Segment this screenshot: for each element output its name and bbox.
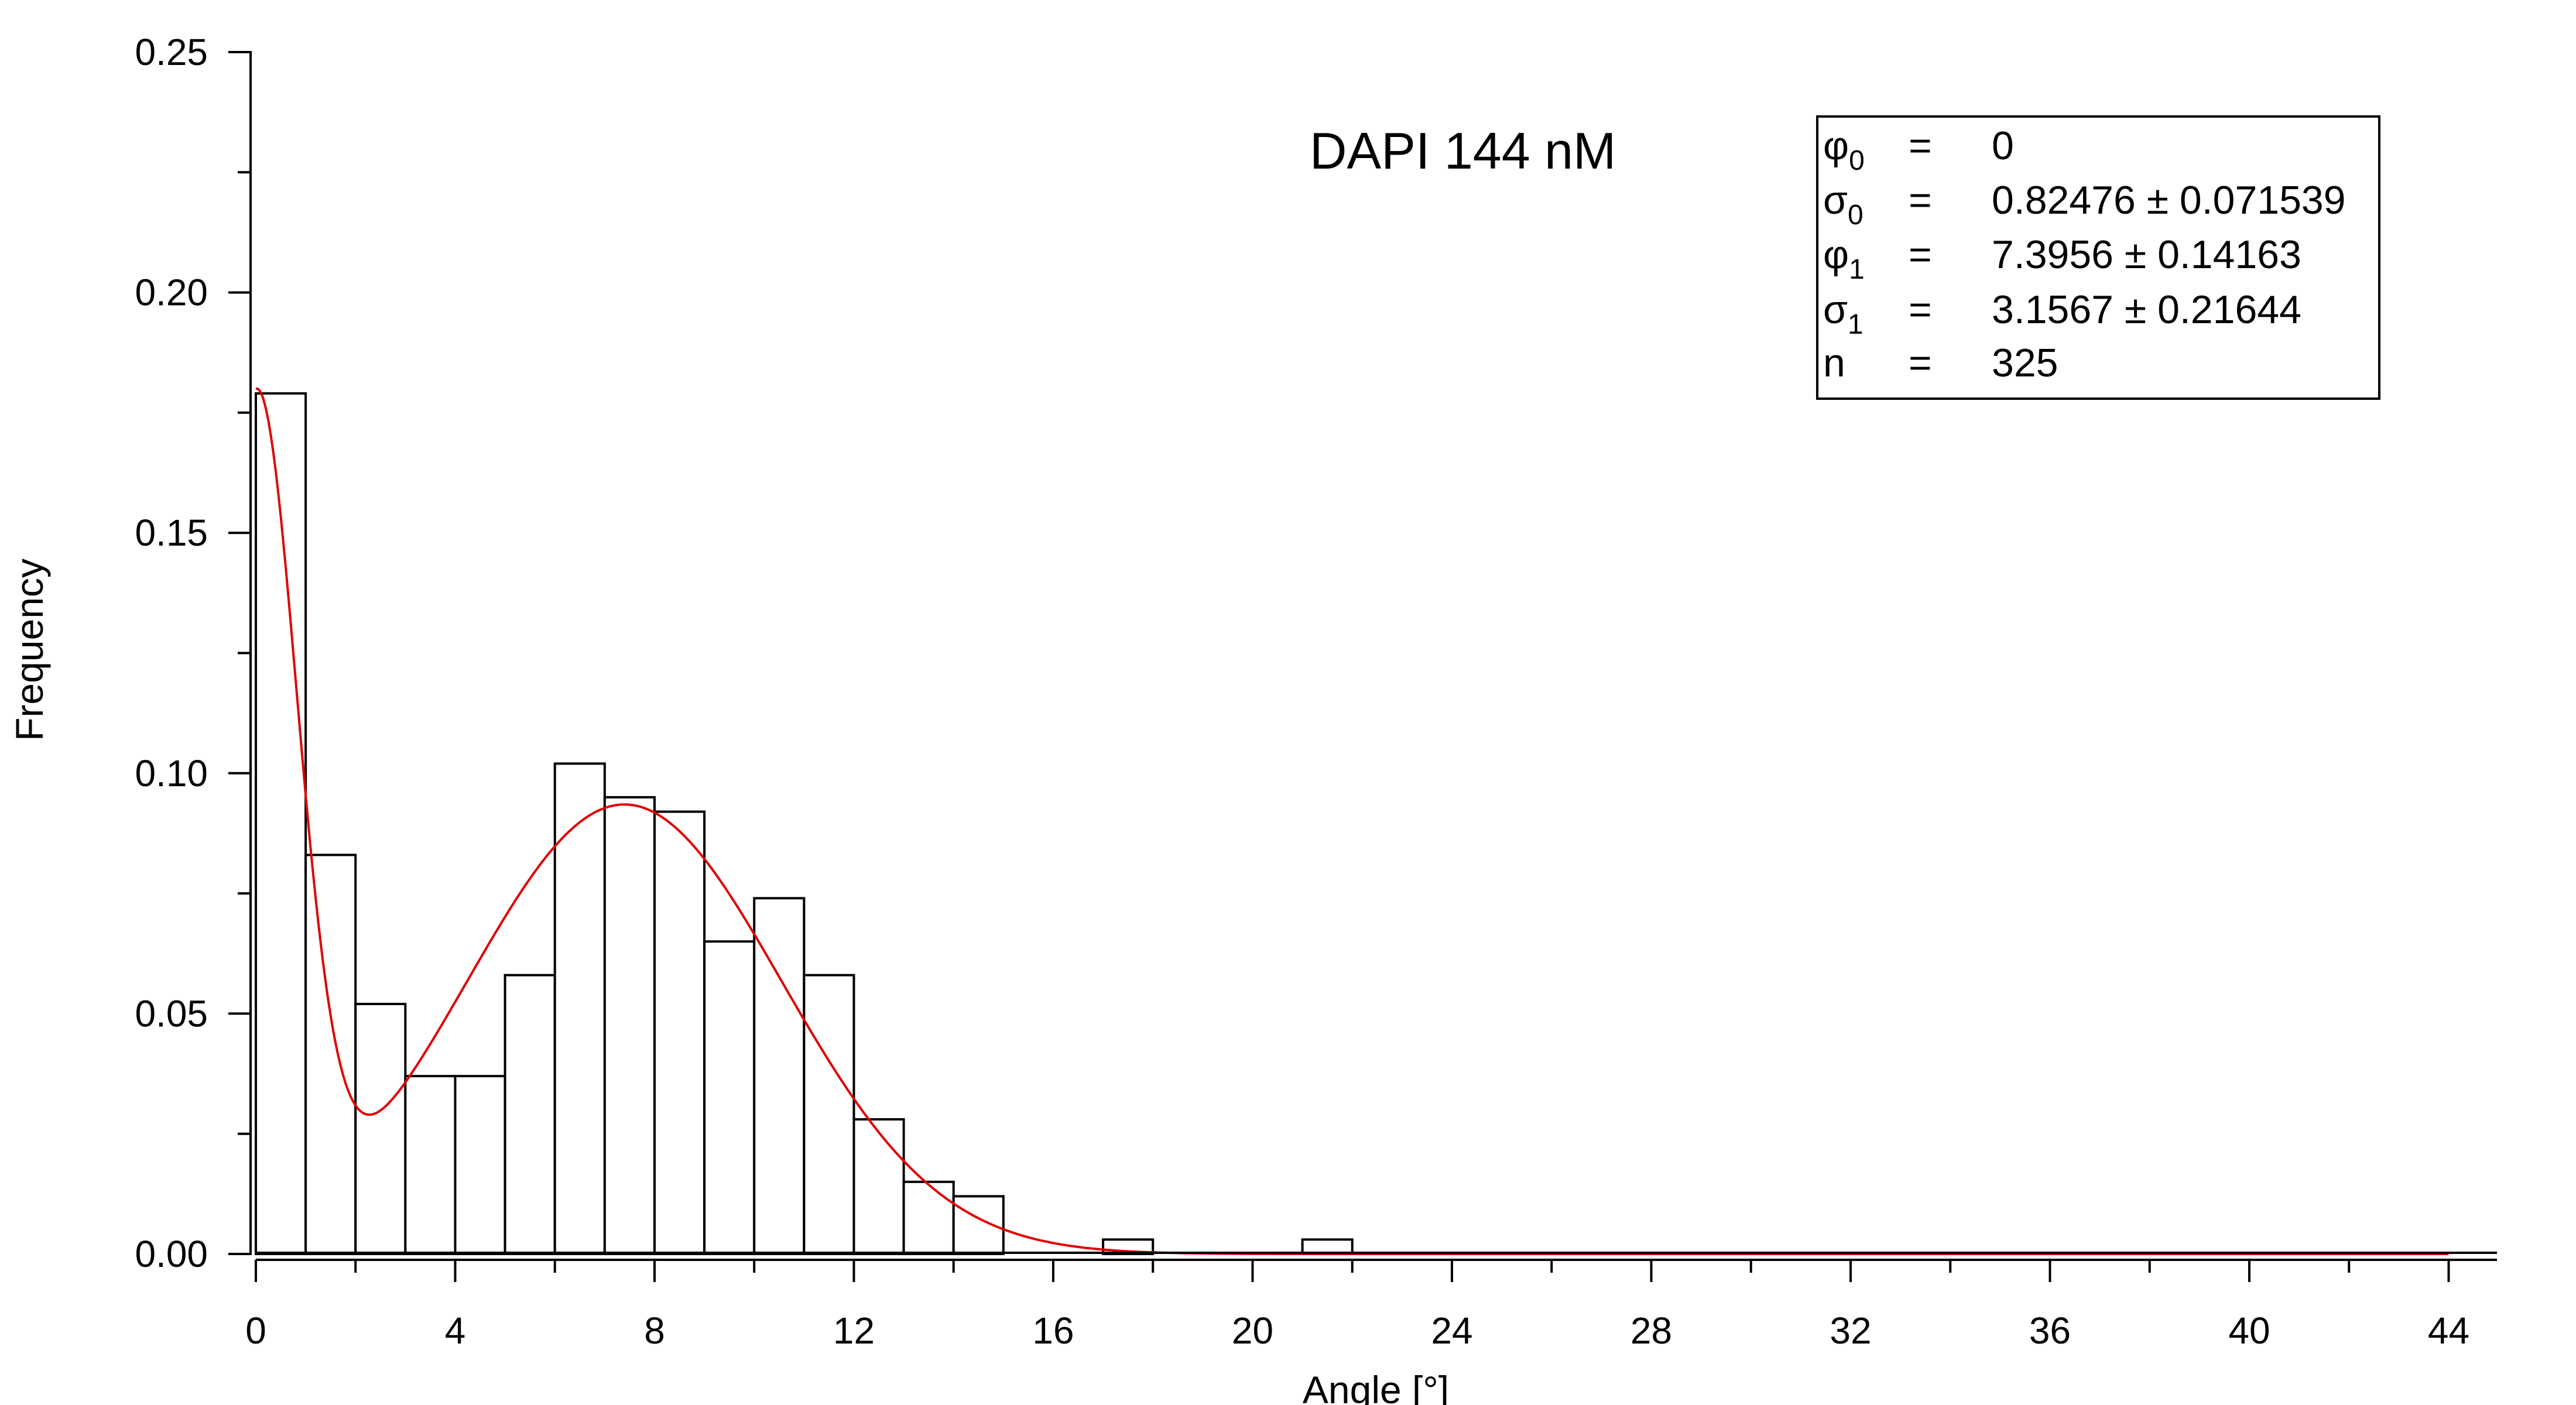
histogram-bar (753, 897, 806, 1255)
y-tick-label: 0.10 (135, 752, 208, 794)
x-tick-label: 44 (2428, 1310, 2469, 1352)
fit-param-subscript: 0 (1849, 145, 1865, 176)
histogram-bar (653, 810, 706, 1255)
fit-param-equals: = (1909, 341, 1932, 385)
histogram-bar (454, 1075, 506, 1255)
fit-param-value: 3.1567 ± 0.21644 (1992, 287, 2301, 332)
histogram-bars (255, 392, 1354, 1256)
fit-param-equals: = (1909, 232, 1932, 277)
histogram-bar (354, 1002, 407, 1255)
histogram-bar (852, 1118, 905, 1255)
histogram-bar (503, 974, 556, 1255)
fit-param-subscript: 1 (1849, 254, 1865, 285)
y-tick-label: 0.25 (135, 31, 208, 73)
x-tick-label: 32 (1830, 1310, 1871, 1352)
histogram-bar (902, 1180, 955, 1255)
fit-param-symbol: n (1823, 341, 1845, 385)
fit-box-border (1816, 115, 2380, 400)
chart-title: DAPI 144 nM (1310, 122, 1616, 180)
fit-param-equals: = (1909, 178, 1932, 222)
fit-param-subscript: 0 (1848, 200, 1864, 231)
x-tick-label: 28 (1630, 1310, 1672, 1352)
fit-param-value: 0 (1992, 124, 2014, 168)
fit-param-subscript: 1 (1848, 309, 1864, 340)
histogram-bar (803, 974, 855, 1255)
y-tick-label: 0.00 (135, 1233, 208, 1275)
x-tick-label: 20 (1232, 1310, 1273, 1352)
x-tick-label: 8 (644, 1310, 665, 1352)
y-tick-label: 0.20 (135, 272, 208, 314)
histogram-bar (255, 392, 307, 1255)
histogram-bar (703, 940, 756, 1255)
x-tick-label: 0 (245, 1310, 266, 1352)
x-tick-label: 12 (833, 1310, 875, 1352)
y-tick-label: 0.05 (135, 992, 208, 1034)
x-tick-label: 4 (445, 1310, 466, 1352)
x-axis-label: Angle [°] (1303, 1368, 1449, 1405)
histogram-bar (404, 1075, 457, 1255)
x-tick-label: 24 (1431, 1310, 1472, 1352)
y-axis-ticks: 0.00 0.05 0.10 0.15 0.20 0.25 (135, 31, 251, 1275)
fit-param-value: 325 (1992, 341, 2058, 385)
fit-param-equals: = (1909, 287, 1932, 332)
y-axis-label: Frequency (8, 558, 51, 741)
x-tick-label: 16 (1032, 1310, 1074, 1352)
x-tick-label: 40 (2228, 1310, 2270, 1352)
y-tick-label: 0.15 (135, 512, 208, 554)
fit-param-value: 7.3956 ± 0.14163 (1992, 232, 2301, 277)
fit-param-value: 0.82476 ± 0.071539 (1992, 178, 2346, 222)
fit-param-equals: = (1909, 124, 1932, 168)
histogram-bar (553, 762, 606, 1255)
x-axis-ticks: 0 4 8 12 16 20 24 28 32 36 40 44 (245, 1260, 2469, 1352)
histogram-bar (304, 854, 357, 1256)
histogram-bar (603, 796, 656, 1255)
x-tick-label: 36 (2029, 1310, 2071, 1352)
